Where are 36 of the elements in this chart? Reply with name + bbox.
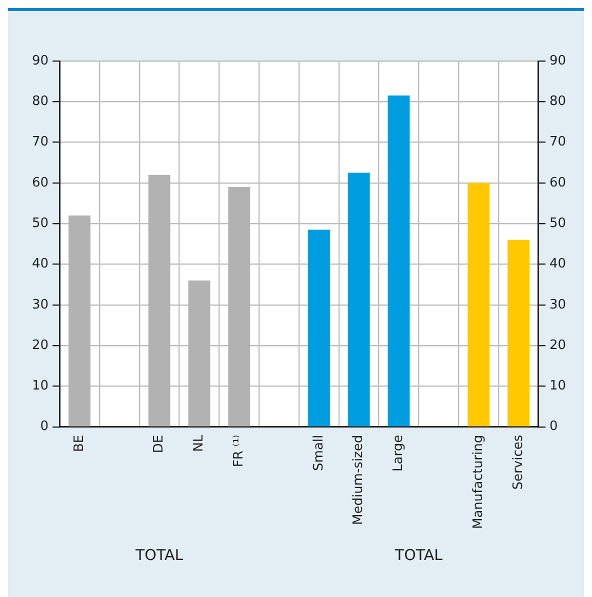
y-tick-label: 60: [32, 175, 49, 190]
y2-tick-label: 50: [549, 216, 566, 231]
y-tick-label: 50: [32, 216, 49, 231]
x-tick-label: Services: [510, 434, 526, 490]
bar: [348, 172, 370, 426]
y2-tick-label: 90: [549, 53, 566, 68]
y2-tick-label: 60: [549, 175, 566, 190]
y-tick-label: 0: [40, 419, 49, 434]
x-tick-label: NL: [192, 434, 207, 452]
y2-tick-label: 20: [549, 338, 566, 353]
y2-tick-label: 30: [549, 297, 566, 312]
y2-tick-label: 80: [549, 94, 566, 110]
y2-tick-label: 10: [549, 378, 566, 394]
y-tick-label: 20: [32, 338, 49, 353]
y-tick-label: 10: [32, 378, 49, 394]
x-tick-label: Small: [311, 434, 326, 471]
y-tick-label: 70: [32, 134, 49, 150]
y-tick-label: 30: [32, 297, 49, 312]
y-tick-label: 80: [32, 94, 49, 110]
x-tick-label: BE: [72, 434, 87, 452]
text: TOTAL: [134, 546, 184, 564]
bar: [468, 182, 490, 426]
bar: [388, 96, 410, 426]
text: TOTAL: [394, 546, 444, 564]
y-tick-label: 90: [32, 53, 49, 68]
y2-tick-label: 70: [549, 134, 566, 150]
bar: [308, 230, 330, 426]
x-tick-label: Manufacturing: [470, 434, 486, 530]
bar: [508, 240, 530, 426]
x-tick-label: Large: [391, 434, 406, 472]
y2-tick-label: 40: [549, 256, 566, 272]
y2-tick-label: 0: [549, 419, 558, 434]
x-tick-label: FR ⁽¹⁾: [232, 434, 247, 468]
x-tick-label: DE: [152, 434, 167, 454]
y-tick-label: 40: [32, 256, 49, 272]
x-tick-label: Medium-sized: [351, 434, 366, 526]
